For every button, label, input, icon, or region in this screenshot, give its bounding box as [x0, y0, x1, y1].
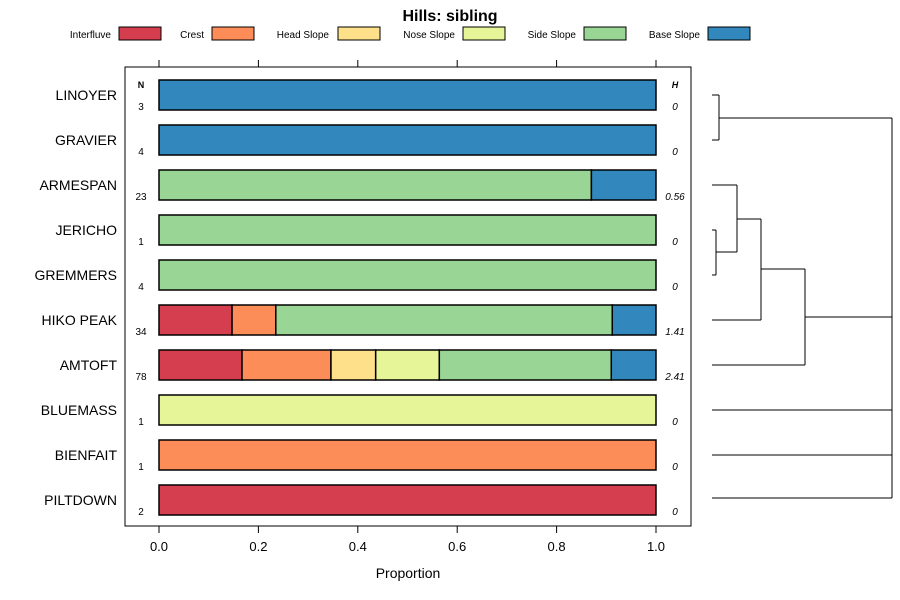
legend-label: Nose Slope [403, 30, 455, 41]
chart-title: Hills: sibling [402, 8, 497, 25]
bar-segment [610, 349, 657, 381]
h-value: 0.56 [665, 192, 685, 203]
bar-segment [158, 394, 657, 426]
category-label: BLUEMASS [41, 402, 117, 418]
bar-segment [158, 214, 657, 246]
n-value: 1 [138, 417, 144, 428]
x-tick-label: 0.2 [249, 539, 267, 554]
bar-rows: LINOYER 3 0 GRAVIER 4 0 ARMESPAN 23 0.56 JERICHO 1… [35, 79, 685, 518]
legend-label: Side Slope [528, 30, 577, 41]
x-tick-label: 0.0 [150, 539, 168, 554]
category-label: AMTOFT [60, 357, 118, 373]
n-value: 1 [138, 462, 144, 473]
h-value: 0 [672, 507, 678, 518]
category-label: GREMMERS [35, 267, 117, 283]
n-value: 34 [135, 327, 147, 338]
bar-segment [330, 349, 377, 381]
h-value: 2.41 [664, 372, 684, 383]
n-value: 78 [135, 372, 147, 383]
bar-segment [158, 439, 657, 471]
bar-segment [158, 484, 657, 516]
legend-swatch [337, 26, 381, 41]
h-column-header: H [672, 80, 679, 90]
category-label: BIENFAIT [55, 447, 118, 463]
x-axis: 0.0 0.2 0.4 0.6 0.8 1.0 [150, 60, 665, 554]
category-label: JERICHO [56, 222, 118, 238]
x-tick-label: 0.4 [349, 539, 367, 554]
bar-segment [231, 304, 277, 336]
legend-label: Base Slope [649, 30, 701, 41]
x-tick-label: 1.0 [647, 539, 665, 554]
legend-swatch [583, 26, 627, 41]
bar-segment [158, 79, 657, 111]
bar-segment [158, 169, 593, 201]
n-value: 3 [138, 102, 144, 113]
bar-segment [611, 304, 657, 336]
n-value: 4 [138, 147, 144, 158]
h-value: 0 [672, 102, 678, 113]
legend-label: Crest [180, 30, 204, 41]
bar-segment [158, 304, 233, 336]
bar-segment [158, 349, 243, 381]
n-column-header: N [138, 80, 145, 90]
h-value: 0 [672, 237, 678, 248]
legend: Interfluve Crest Head Slope Nose Slope Side … [70, 26, 751, 41]
legend-label: Head Slope [277, 30, 330, 41]
category-label: LINOYER [56, 87, 117, 103]
bar-segment [158, 259, 657, 291]
legend-swatch [211, 26, 255, 41]
bar-segment [158, 124, 657, 156]
category-label: GRAVIER [55, 132, 117, 148]
category-label: HIKO PEAK [42, 312, 118, 328]
legend-swatch [118, 26, 162, 41]
bar-segment [590, 169, 657, 201]
bar-segment [438, 349, 613, 381]
x-tick-label: 0.8 [548, 539, 566, 554]
n-value: 4 [138, 282, 144, 293]
legend-label: Interfluve [70, 30, 112, 41]
category-label: ARMESPAN [39, 177, 117, 193]
h-value: 0 [672, 147, 678, 158]
n-value: 2 [138, 507, 144, 518]
bar-segment [374, 349, 441, 381]
h-value: 0 [672, 462, 678, 473]
n-value: 23 [135, 192, 147, 203]
h-value: 0 [672, 417, 678, 428]
h-value: 0 [672, 282, 678, 293]
plot-frame [124, 66, 692, 527]
legend-swatch [462, 26, 506, 41]
bar-segment [241, 349, 332, 381]
n-value: 1 [138, 237, 144, 248]
dendrogram [712, 94, 893, 499]
legend-swatch [707, 26, 751, 41]
category-label: PILTDOWN [44, 492, 117, 508]
x-tick-label: 0.6 [448, 539, 466, 554]
bar-segment [275, 304, 614, 336]
x-axis-label: Proportion [376, 565, 441, 581]
h-value: 1.41 [665, 327, 684, 338]
